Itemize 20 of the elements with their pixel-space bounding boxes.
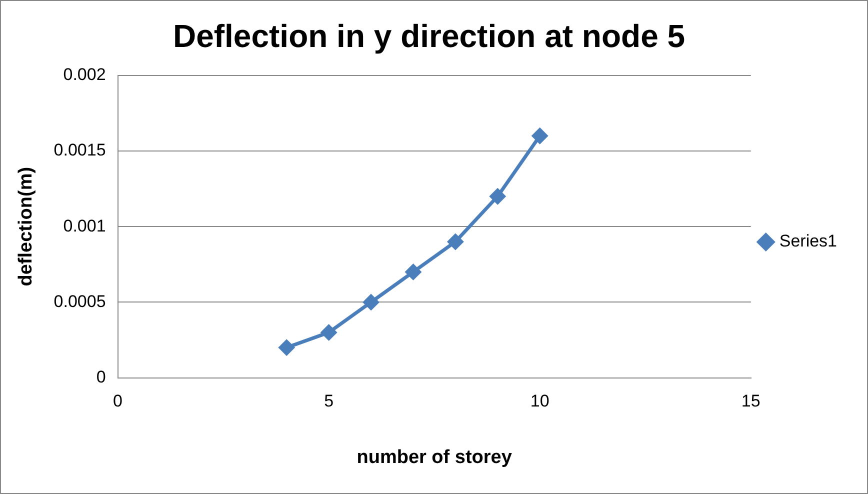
y-axis-title: deflection(m) [16,166,37,286]
point [448,234,464,250]
x-tick-label: 15 [741,392,760,411]
point [490,188,506,204]
x-tick-label: 10 [530,392,550,411]
point [405,264,421,280]
point [278,340,294,356]
x-tick-label: 5 [324,392,334,411]
y-tick-label: 0.001 [63,216,106,236]
y-tick-label: 0.0005 [54,292,106,311]
chart-title: Deflection in y direction at node 5 [172,18,686,54]
y-tick-label: 0.002 [63,65,106,84]
point [321,324,337,340]
y-tick-label: 0.0015 [54,140,106,160]
point [363,294,379,310]
x-tick-label: 0 [113,392,123,411]
x-axis-title: number of storey [356,446,512,468]
y-tick-label: 0 [96,367,106,386]
legend-label: Series1 [779,232,837,251]
point [532,128,548,144]
